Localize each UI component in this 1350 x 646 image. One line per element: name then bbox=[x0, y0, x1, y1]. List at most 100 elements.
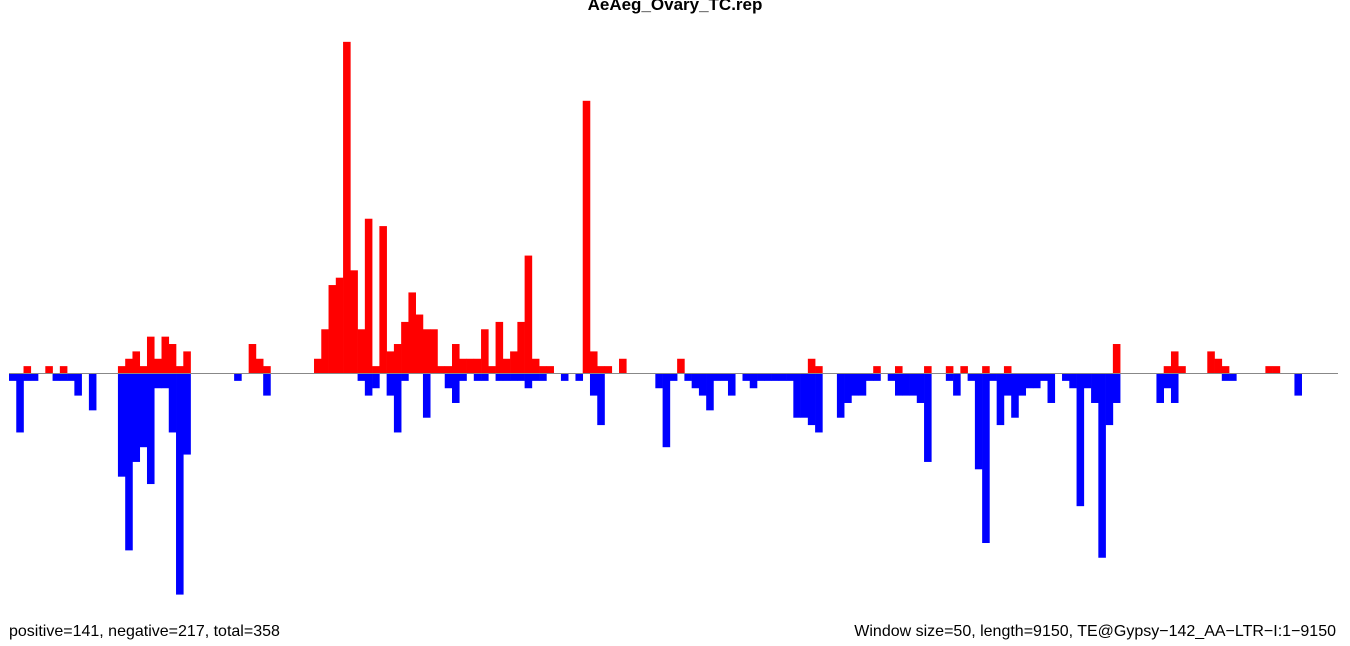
negative-bar bbox=[757, 373, 765, 381]
chart-title: AeAeg_Ovary_TC.rep bbox=[588, 0, 763, 14]
negative-bar bbox=[698, 373, 707, 396]
negative-bar bbox=[575, 373, 584, 381]
negative-bar bbox=[154, 373, 162, 389]
negative-bar bbox=[589, 373, 598, 396]
negative-bar bbox=[684, 373, 692, 381]
positive-bar bbox=[589, 351, 598, 374]
negative-bar bbox=[1294, 373, 1302, 396]
negative-bar bbox=[807, 373, 816, 426]
negative-bar bbox=[1025, 373, 1034, 389]
negative-bar bbox=[168, 373, 177, 433]
negative-bar bbox=[967, 373, 976, 381]
positive-bar bbox=[466, 358, 475, 374]
positive-bar bbox=[321, 329, 329, 374]
negative-bar bbox=[851, 373, 859, 396]
positive-bar bbox=[437, 366, 446, 374]
positive-bar bbox=[895, 366, 903, 374]
positive-bar bbox=[1170, 351, 1179, 374]
positive-bar bbox=[473, 358, 482, 374]
positive-bars bbox=[23, 41, 1281, 374]
positive-bar bbox=[524, 255, 533, 374]
negative-bar bbox=[422, 373, 431, 418]
positive-bar bbox=[263, 366, 271, 374]
negative-bar bbox=[895, 373, 903, 396]
positive-bar bbox=[401, 321, 409, 374]
negative-bar bbox=[59, 373, 68, 381]
positive-bar bbox=[510, 351, 518, 374]
positive-bar bbox=[415, 314, 424, 374]
negative-bar bbox=[836, 373, 845, 418]
positive-bar bbox=[1214, 358, 1223, 374]
negative-bar bbox=[916, 373, 925, 403]
positive-bar bbox=[59, 366, 68, 374]
negative-bar bbox=[452, 373, 460, 403]
negative-bar bbox=[502, 373, 511, 381]
positive-bar bbox=[125, 358, 133, 374]
positive-bar bbox=[1163, 366, 1172, 374]
positive-bar bbox=[176, 366, 184, 374]
negative-bar bbox=[989, 373, 997, 381]
positive-bar bbox=[531, 358, 540, 374]
positive-bar bbox=[422, 329, 431, 374]
positive-bar bbox=[539, 366, 547, 374]
negative-bar bbox=[982, 373, 990, 544]
negative-bar bbox=[713, 373, 721, 381]
positive-bar bbox=[314, 358, 322, 374]
positive-bar bbox=[597, 366, 605, 374]
negative-bar bbox=[793, 373, 801, 418]
negative-bar bbox=[393, 373, 402, 433]
negative-bar bbox=[364, 373, 373, 396]
negative-bar bbox=[1091, 373, 1099, 403]
negative-bar bbox=[459, 373, 467, 381]
negative-bar bbox=[1098, 373, 1106, 558]
positive-bar bbox=[386, 351, 395, 374]
negative-bar bbox=[539, 373, 547, 381]
negative-bar bbox=[953, 373, 961, 396]
negative-bar bbox=[125, 373, 133, 551]
negative-bar bbox=[655, 373, 663, 389]
positive-bar bbox=[154, 358, 162, 374]
negative-bar bbox=[1003, 373, 1012, 396]
positive-bar bbox=[619, 358, 627, 374]
positive-bar bbox=[335, 277, 344, 374]
negative-bar bbox=[263, 373, 271, 396]
window-info: Window size=50, length=9150, TE@Gypsy−14… bbox=[854, 623, 1336, 640]
positive-bar bbox=[960, 366, 968, 374]
negative-bar bbox=[844, 373, 852, 403]
negative-bar bbox=[23, 373, 32, 381]
negative-bar bbox=[1040, 373, 1048, 381]
negative-bar bbox=[1083, 373, 1092, 389]
positive-bar bbox=[343, 41, 351, 374]
positive-bar bbox=[502, 358, 511, 374]
read-counts-summary: positive=141, negative=217, total=358 bbox=[9, 623, 280, 640]
negative-bar bbox=[517, 373, 525, 381]
negative-bar bbox=[749, 373, 758, 389]
negative-bar bbox=[727, 373, 736, 396]
positive-bar bbox=[452, 344, 460, 374]
positive-bar bbox=[117, 366, 126, 374]
negative-bar bbox=[597, 373, 605, 426]
negative-bar bbox=[742, 373, 751, 381]
negative-bar bbox=[1156, 373, 1164, 403]
positive-bar bbox=[582, 100, 591, 374]
negative-bar bbox=[1229, 373, 1237, 381]
positive-bar bbox=[139, 366, 148, 374]
positive-bar bbox=[23, 366, 32, 374]
negative-bar bbox=[902, 373, 910, 396]
negative-bar bbox=[234, 373, 242, 381]
positive-bar bbox=[481, 329, 489, 374]
negative-bar bbox=[778, 373, 787, 381]
positive-bar bbox=[945, 366, 954, 374]
positive-bar bbox=[1003, 366, 1012, 374]
negative-bar bbox=[161, 373, 170, 389]
positive-bar bbox=[132, 351, 141, 374]
positive-bar bbox=[357, 329, 366, 374]
negative-bar bbox=[30, 373, 39, 381]
negative-bar bbox=[531, 373, 540, 381]
positive-bar bbox=[1178, 366, 1186, 374]
positive-bar bbox=[183, 351, 191, 374]
negative-bar bbox=[67, 373, 75, 381]
negative-bar bbox=[176, 373, 184, 595]
negative-bar bbox=[444, 373, 453, 389]
positive-bar bbox=[408, 292, 416, 374]
